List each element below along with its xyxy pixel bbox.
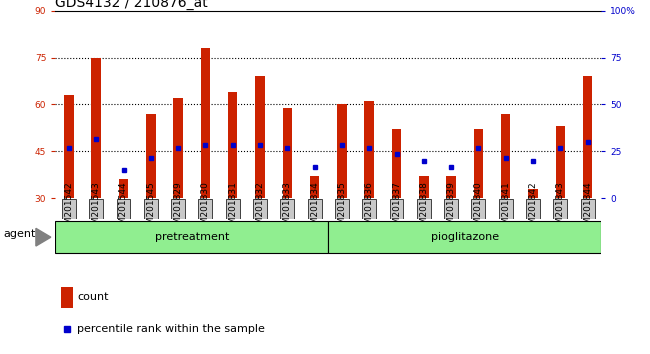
- Text: GSM201836: GSM201836: [365, 181, 374, 236]
- Bar: [174, 98, 183, 198]
- Bar: [60, 287, 73, 308]
- Bar: [447, 176, 456, 198]
- Bar: [392, 130, 401, 198]
- Text: GSM201843: GSM201843: [556, 182, 565, 236]
- Bar: [228, 92, 237, 198]
- FancyBboxPatch shape: [471, 199, 486, 219]
- Text: GSM201832: GSM201832: [255, 182, 265, 236]
- FancyBboxPatch shape: [417, 199, 431, 219]
- FancyBboxPatch shape: [62, 199, 76, 219]
- Bar: [310, 176, 319, 198]
- Bar: [337, 104, 346, 198]
- FancyBboxPatch shape: [253, 199, 267, 219]
- FancyBboxPatch shape: [226, 199, 240, 219]
- Text: GSM201838: GSM201838: [419, 181, 428, 236]
- Text: GSM201542: GSM201542: [64, 182, 73, 236]
- Text: GSM201834: GSM201834: [310, 182, 319, 236]
- Polygon shape: [36, 228, 51, 246]
- Bar: [201, 48, 210, 198]
- Text: GSM201543: GSM201543: [92, 182, 101, 236]
- Bar: [528, 189, 538, 198]
- Text: GSM201545: GSM201545: [146, 182, 155, 236]
- Text: count: count: [77, 292, 109, 302]
- Text: GSM201833: GSM201833: [283, 181, 292, 236]
- Text: GSM201829: GSM201829: [174, 182, 183, 236]
- Text: percentile rank within the sample: percentile rank within the sample: [77, 324, 265, 334]
- Bar: [583, 76, 592, 198]
- FancyBboxPatch shape: [55, 221, 328, 253]
- Bar: [283, 108, 292, 198]
- FancyBboxPatch shape: [499, 199, 513, 219]
- FancyBboxPatch shape: [444, 199, 458, 219]
- Text: GSM201844: GSM201844: [583, 182, 592, 236]
- Bar: [419, 176, 428, 198]
- Text: pioglitazone: pioglitazone: [431, 232, 499, 242]
- Text: GSM201837: GSM201837: [392, 181, 401, 236]
- Text: GSM201830: GSM201830: [201, 181, 210, 236]
- FancyBboxPatch shape: [526, 199, 540, 219]
- FancyBboxPatch shape: [89, 199, 103, 219]
- Bar: [501, 114, 510, 198]
- Bar: [64, 95, 73, 198]
- FancyBboxPatch shape: [335, 199, 349, 219]
- FancyBboxPatch shape: [389, 199, 404, 219]
- FancyBboxPatch shape: [171, 199, 185, 219]
- FancyBboxPatch shape: [328, 221, 601, 253]
- Text: GDS4132 / 210876_at: GDS4132 / 210876_at: [55, 0, 208, 10]
- FancyBboxPatch shape: [144, 199, 158, 219]
- Text: GSM201839: GSM201839: [447, 181, 456, 236]
- FancyBboxPatch shape: [553, 199, 567, 219]
- Bar: [556, 126, 565, 198]
- FancyBboxPatch shape: [307, 199, 322, 219]
- FancyBboxPatch shape: [280, 199, 294, 219]
- Bar: [92, 57, 101, 198]
- Text: GSM201544: GSM201544: [119, 182, 128, 236]
- Text: GSM201831: GSM201831: [228, 181, 237, 236]
- FancyBboxPatch shape: [580, 199, 595, 219]
- Text: GSM201840: GSM201840: [474, 182, 483, 236]
- FancyBboxPatch shape: [362, 199, 376, 219]
- Bar: [255, 76, 265, 198]
- Bar: [146, 114, 155, 198]
- Text: GSM201842: GSM201842: [528, 182, 538, 236]
- FancyBboxPatch shape: [198, 199, 213, 219]
- Bar: [474, 130, 483, 198]
- Text: GSM201835: GSM201835: [337, 181, 346, 236]
- Bar: [119, 179, 128, 198]
- Text: agent: agent: [3, 229, 36, 239]
- Text: pretreatment: pretreatment: [155, 232, 229, 242]
- Text: GSM201841: GSM201841: [501, 182, 510, 236]
- FancyBboxPatch shape: [116, 199, 131, 219]
- Bar: [365, 101, 374, 198]
